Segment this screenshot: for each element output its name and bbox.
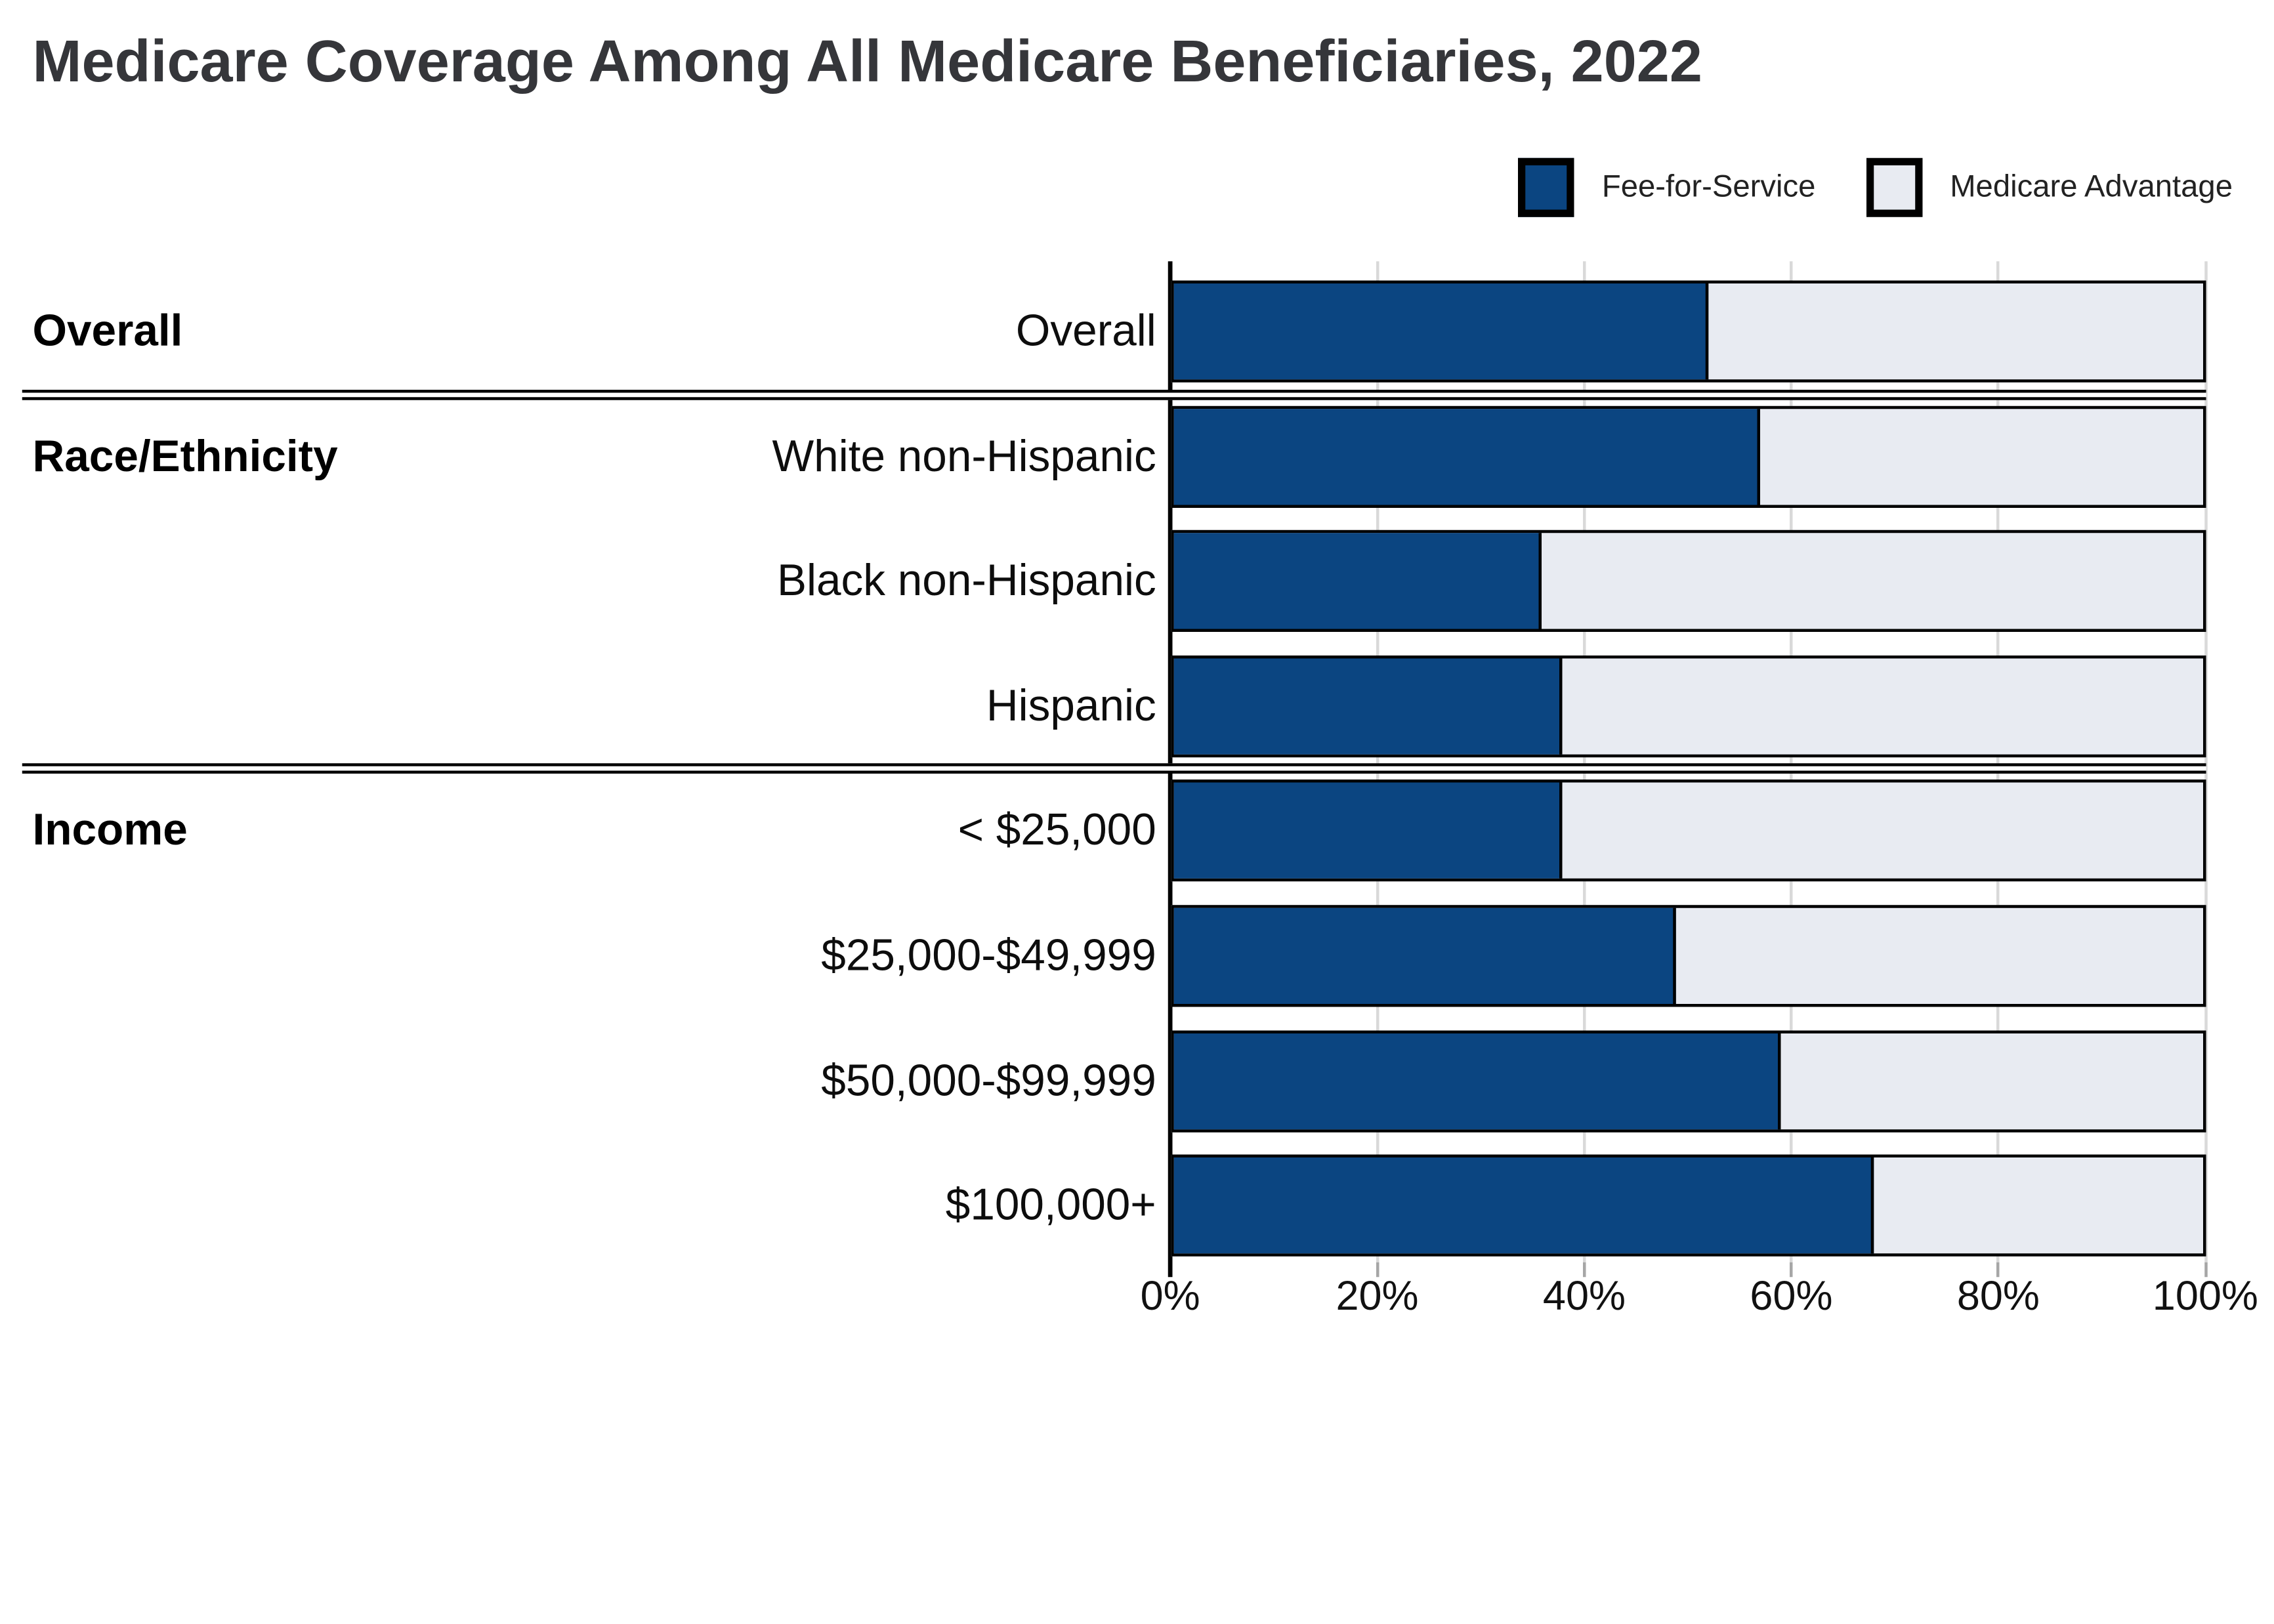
medicare-advantage-swatch-icon: [1865, 157, 1922, 217]
gridline: [1790, 261, 1793, 1262]
x-axis-tick: [2204, 1262, 2207, 1278]
gridline: [1582, 261, 1586, 1262]
x-axis-tick: [1996, 1262, 2000, 1278]
group-label-overall: Overall: [32, 307, 183, 356]
legend-item-medicare-advantage: Medicare Advantage: [1865, 157, 2233, 217]
gridline: [1996, 261, 2000, 1262]
group-separator: [22, 764, 2206, 774]
bar-row-white-non-hispanic: [1170, 405, 2206, 508]
fee-for-service-segment: [1173, 533, 1542, 629]
group-label-income: Income: [32, 806, 188, 856]
fee-for-service-segment: [1173, 907, 1677, 1004]
group-label-race-ethnicity: Race/Ethnicity: [32, 432, 338, 481]
category-label: < $25,000: [958, 806, 1156, 856]
bar-row-overall: [1170, 280, 2206, 383]
legend-label: Fee-for-Service: [1601, 169, 1816, 204]
fee-for-service-swatch-icon: [1517, 157, 1574, 217]
x-axis-tick: [1582, 1262, 1586, 1278]
fee-for-service-segment: [1173, 283, 1708, 380]
x-axis-tick-label: 100%: [2152, 1272, 2258, 1319]
category-label: Overall: [1015, 307, 1156, 356]
bar-row-black-non-hispanic: [1170, 530, 2206, 633]
bar-row-25-000: [1170, 780, 2206, 883]
category-label: $25,000-$49,999: [821, 931, 1156, 980]
category-label: $100,000+: [945, 1181, 1156, 1230]
x-axis-tick-label: 60%: [1750, 1272, 1833, 1319]
fee-for-service-segment: [1173, 1033, 1780, 1129]
legend-label: Medicare Advantage: [1950, 169, 2233, 204]
fee-for-service-segment: [1173, 783, 1563, 879]
fee-for-service-segment: [1173, 658, 1563, 755]
x-axis-tick-label: 80%: [1956, 1272, 2040, 1319]
category-label: White non-Hispanic: [772, 432, 1156, 481]
category-label: $50,000-$99,999: [821, 1056, 1156, 1106]
chart-title: Medicare Coverage Among All Medicare Ben…: [32, 30, 1702, 94]
bar-row-25-000-49-999: [1170, 905, 2206, 1007]
x-axis-tick: [1376, 1262, 1379, 1278]
x-axis-tick-label: 20%: [1336, 1272, 1419, 1319]
fee-for-service-segment: [1173, 1157, 1874, 1254]
legend-item-fee-for-service: Fee-for-Service: [1517, 157, 1816, 217]
legend: Fee-for-Service Medicare Advantage: [1517, 157, 2233, 217]
bar-row-50-000-99-999: [1170, 1030, 2206, 1132]
x-axis-tick-label: 40%: [1542, 1272, 1626, 1319]
group-separator: [22, 389, 2206, 400]
fee-for-service-segment: [1173, 408, 1760, 505]
gridline: [2204, 261, 2207, 1262]
bar-row-100-000: [1170, 1154, 2206, 1257]
bar-row-hispanic: [1170, 655, 2206, 757]
category-label: Hispanic: [986, 682, 1156, 731]
gridline: [1376, 261, 1379, 1262]
x-axis-tick-label: 0%: [1140, 1272, 1200, 1319]
category-label: Black non-Hispanic: [776, 556, 1156, 606]
x-axis-tick: [1790, 1262, 1793, 1278]
